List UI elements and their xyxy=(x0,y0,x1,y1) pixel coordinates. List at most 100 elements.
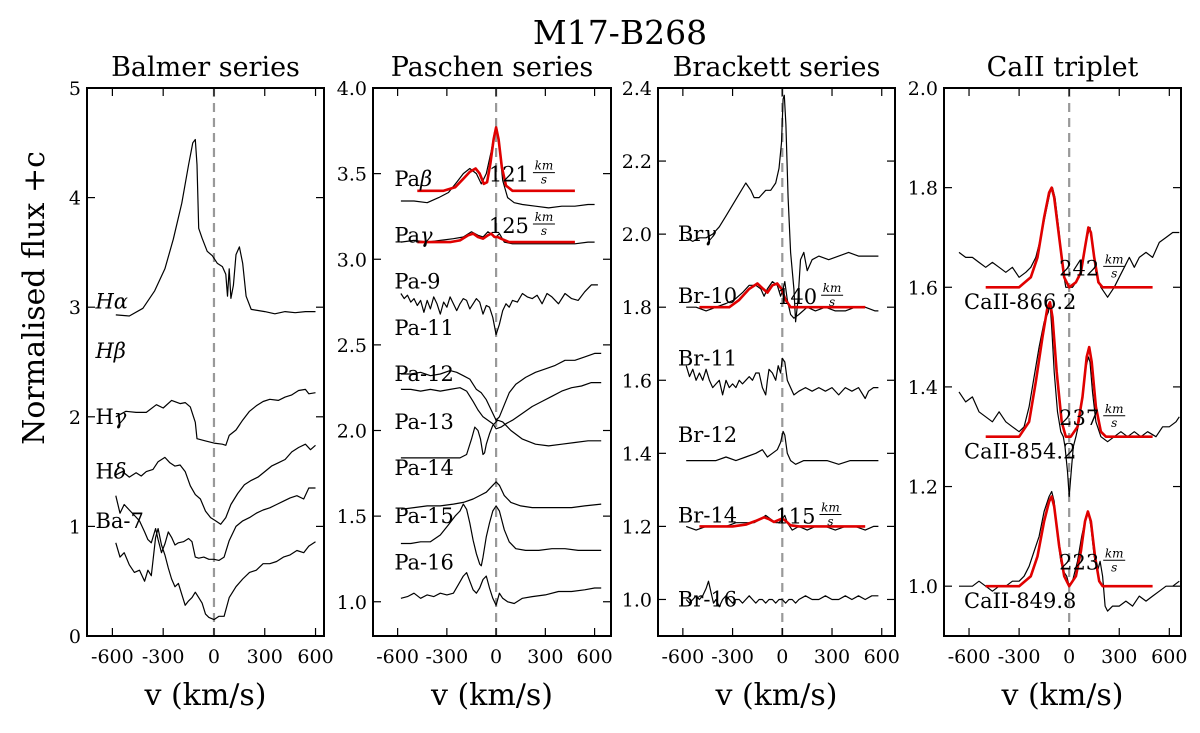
fwhm-value: 121 xyxy=(489,163,529,187)
spectrum-line xyxy=(685,580,879,608)
line-label: CaII-854.2 xyxy=(964,440,1076,464)
line-label: CaII-866.2 xyxy=(964,290,1076,314)
line-label-greek: β xyxy=(419,167,432,191)
line-label: CaII-849.8 xyxy=(964,589,1076,613)
unit-denominator: s xyxy=(541,173,547,187)
gaussian-fit-line xyxy=(699,282,866,309)
line-label-greek: δ xyxy=(114,460,127,484)
line-label: Pa-11 xyxy=(394,316,454,340)
panel-1: Balmer series-600 -300 0 300 600012345HαHβHγ… xyxy=(69,52,334,713)
spectrum-line xyxy=(400,382,602,430)
x-tick-label: -600 xyxy=(948,646,991,668)
line-label-species: Br xyxy=(678,222,704,246)
x-tick-label: 300 xyxy=(814,646,850,668)
spectrum-line xyxy=(115,443,316,525)
spectrum-line xyxy=(400,503,602,567)
panels-group: Balmer series-600 -300 0 300 600012345HαHβHγ… xyxy=(69,52,1188,713)
unit-denominator: s xyxy=(829,295,835,309)
spectrum-line xyxy=(400,572,602,606)
line-label: Pa-9 xyxy=(394,270,440,294)
y-tick-label: 2.0 xyxy=(622,224,652,246)
unit-numerator: km xyxy=(1105,546,1124,560)
unit-numerator: km xyxy=(535,210,554,224)
y-tick-label: 2.2 xyxy=(622,151,652,173)
y-tick-label: 0 xyxy=(69,626,81,648)
line-label: Hα xyxy=(94,290,128,314)
y-tick-label: 5 xyxy=(69,78,81,100)
y-tick-label: 4.0 xyxy=(337,78,367,100)
fwhm-value: 242 xyxy=(1059,256,1099,280)
line-label-species: Pa xyxy=(394,223,420,247)
spectrum-line xyxy=(115,487,316,561)
y-axis-label: Normalised flux +c xyxy=(17,151,52,445)
x-tick-label: 600 xyxy=(1151,646,1187,668)
y-tick-label: 1 xyxy=(69,516,81,538)
panel-frame xyxy=(943,87,1182,637)
x-tick-label: 600 xyxy=(297,646,333,668)
panel-2: Paschen series -600 -300 0 300 600 1.0 1.5 2.0 2.… xyxy=(337,52,613,713)
spectrum-line xyxy=(115,388,316,446)
unit-numerator: km xyxy=(821,500,840,514)
x-tick-label: 600 xyxy=(864,646,900,668)
x-tick-label: 600 xyxy=(576,646,612,668)
unit-numerator: km xyxy=(1105,402,1124,416)
y-tick-label: 1.8 xyxy=(622,297,652,319)
panel-title: Paschen series xyxy=(391,52,594,83)
x-tick-label: -600 xyxy=(662,646,705,668)
figure-suptitle: M17-B268 xyxy=(533,13,707,52)
y-tick-label: 1.8 xyxy=(908,178,938,200)
x-tick-label: -300 xyxy=(142,646,185,668)
unit-denominator: s xyxy=(827,514,833,528)
unit-denominator: s xyxy=(541,224,547,238)
y-tick-label: 1.6 xyxy=(622,370,652,392)
spectrum-line xyxy=(400,284,598,336)
line-label: Ba-7 xyxy=(95,509,143,533)
y-tick-label: 3.0 xyxy=(337,249,367,271)
x-tick-label: 0 xyxy=(490,646,502,668)
spectrum-line xyxy=(400,352,602,421)
y-tick-label: 1.4 xyxy=(622,443,652,465)
unit-numerator: km xyxy=(823,281,842,295)
fwhm-value: 237 xyxy=(1059,406,1099,430)
spectrum-line xyxy=(686,430,879,465)
gaussian-fit-line xyxy=(985,186,1153,289)
fwhm-value: 115 xyxy=(775,504,815,528)
x-tick-label: -600 xyxy=(376,646,419,668)
x-tick-label: -300 xyxy=(998,646,1041,668)
line-label: Pa-16 xyxy=(394,550,454,574)
y-tick-label: 2.4 xyxy=(622,78,652,100)
fwhm-value: 140 xyxy=(777,285,817,309)
line-label-species: Pa xyxy=(394,167,420,191)
panel-3: Brackett series -600 -300 0 300 600 1.0 1.2 1.4 1… xyxy=(622,52,900,713)
line-label-species: H xyxy=(95,460,113,484)
y-tick-label: 1.2 xyxy=(622,516,652,538)
y-tick-label: 3.5 xyxy=(337,164,367,186)
line-label: Br-11 xyxy=(678,346,737,370)
x-tick-label: -300 xyxy=(711,646,754,668)
x-tick-label: 0 xyxy=(1063,646,1075,668)
x-axis-label: v (km/s) xyxy=(143,678,266,713)
fwhm-value: 223 xyxy=(1059,550,1099,574)
spectrum-line xyxy=(685,94,879,323)
line-label: Pa-14 xyxy=(394,456,454,480)
line-label-greek: γ xyxy=(420,223,433,247)
line-label: Brγ xyxy=(678,222,716,246)
unit-numerator: km xyxy=(1105,252,1124,266)
line-label: Br-16 xyxy=(678,587,737,611)
unit-numerator: km xyxy=(535,159,554,173)
x-tick-label: 300 xyxy=(247,646,283,668)
spectrum-line xyxy=(115,138,316,317)
panel-frame xyxy=(657,87,896,637)
y-tick-label: 1.4 xyxy=(908,377,938,399)
fwhm-value: 125 xyxy=(489,214,529,238)
panel-title: Brackett series xyxy=(673,52,881,83)
line-label-greek: γ xyxy=(703,222,716,246)
spectrum-line xyxy=(958,187,1180,298)
line-label: Hγ xyxy=(95,405,126,429)
y-tick-label: 2.0 xyxy=(337,421,367,443)
y-tick-label: 1.0 xyxy=(908,576,938,598)
y-tick-label: 4 xyxy=(69,188,81,210)
line-label: Br-14 xyxy=(678,503,737,527)
x-tick-label: 0 xyxy=(208,646,220,668)
line-label-species: H xyxy=(95,405,113,429)
